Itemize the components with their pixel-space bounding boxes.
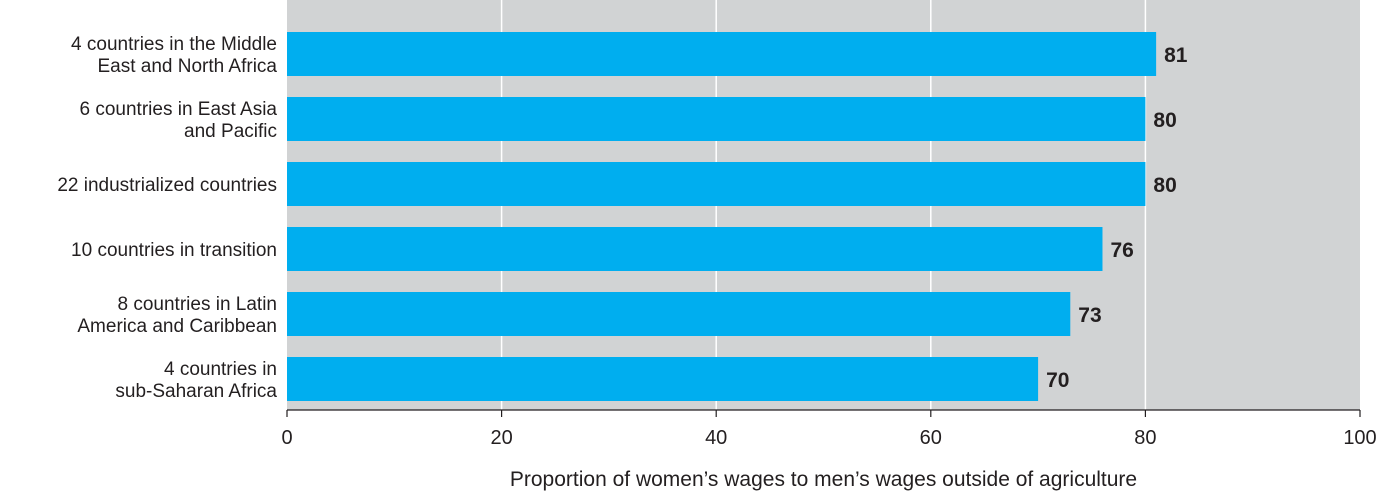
category-label-4-line-1: America and Caribbean — [77, 316, 277, 337]
x-axis-title: Proportion of women’s wages to men’s wag… — [510, 468, 1137, 491]
category-label-0: 4 countries in the Middle East and North … — [71, 34, 277, 77]
x-axis: 0 20 40 60 80 100 — [281, 409, 1377, 449]
bar-3 — [287, 227, 1103, 271]
category-labels: 4 countries in the Middle East and North … — [57, 34, 277, 402]
category-label-2: 22 industrialized countries — [57, 175, 277, 196]
bar-0 — [287, 32, 1157, 76]
category-label-1-line-0: 6 countries in East Asia — [80, 99, 278, 120]
x-tick-label-100: 100 — [1343, 427, 1376, 449]
category-label-0-line-0: 4 countries in the Middle — [71, 34, 277, 55]
category-label-1-line-1: and Pacific — [184, 121, 277, 142]
x-tick-label-60: 60 — [920, 427, 942, 449]
category-label-2-line-0: 22 industrialized countries — [57, 175, 277, 196]
bar-1 — [287, 97, 1146, 141]
x-tick-label-80: 80 — [1134, 427, 1156, 449]
bar-5 — [287, 357, 1039, 401]
value-label-0: 81 — [1164, 44, 1188, 67]
x-tick-label-40: 40 — [705, 427, 727, 449]
value-label-3: 76 — [1110, 239, 1133, 262]
value-labels: 81 80 80 76 73 70 — [1046, 44, 1188, 392]
category-label-3: 10 countries in transition — [71, 240, 277, 261]
x-ticks: 0 20 40 60 80 100 — [281, 410, 1377, 449]
category-label-3-line-0: 10 countries in transition — [71, 240, 277, 261]
bar-4 — [287, 292, 1071, 336]
category-label-0-line-1: East and North Africa — [97, 56, 277, 77]
bars — [287, 32, 1157, 401]
value-label-4: 73 — [1078, 304, 1101, 327]
category-label-5: 4 countries in sub-Saharan Africa — [115, 359, 277, 402]
category-label-5-line-0: 4 countries in — [164, 359, 277, 380]
category-label-1: 6 countries in East Asia and Pacific — [80, 99, 278, 142]
category-label-5-line-1: sub-Saharan Africa — [115, 381, 277, 402]
x-tick-label-0: 0 — [281, 427, 292, 449]
category-label-4: 8 countries in Latin America and Caribbea… — [77, 294, 277, 337]
value-label-1: 80 — [1153, 109, 1176, 132]
bar-2 — [287, 162, 1146, 206]
category-label-4-line-0: 8 countries in Latin — [118, 294, 278, 315]
value-label-2: 80 — [1153, 174, 1176, 197]
x-tick-label-20: 20 — [490, 427, 512, 449]
value-label-5: 70 — [1046, 369, 1069, 392]
